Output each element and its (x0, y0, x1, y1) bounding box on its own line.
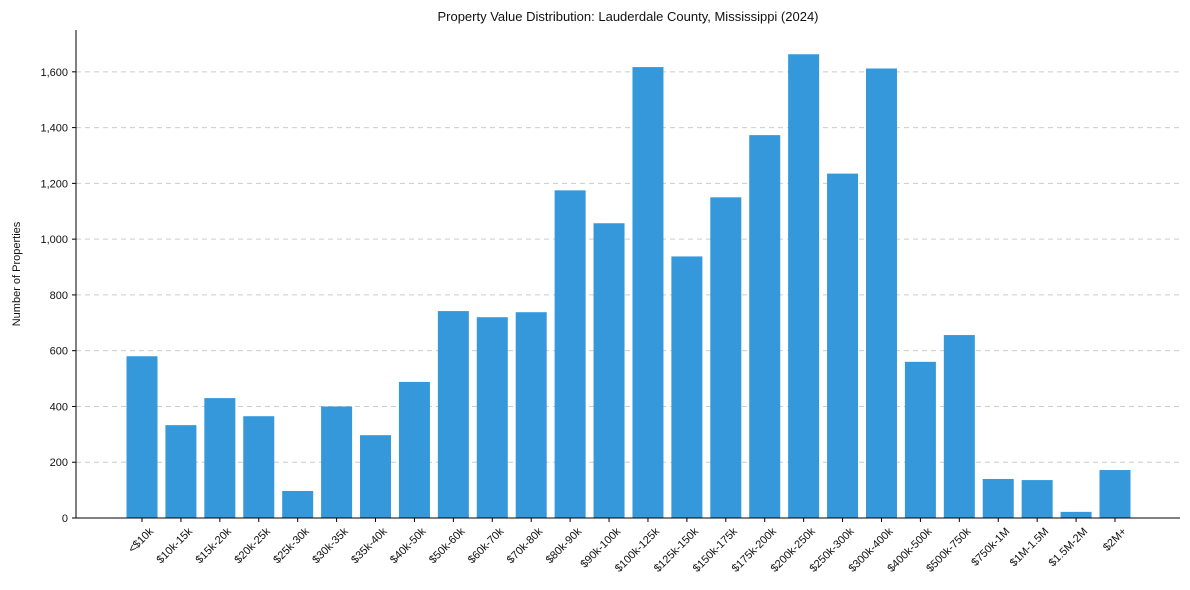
bar (1021, 480, 1053, 518)
x-tick-label: $70k-80k (505, 525, 546, 566)
x-tick-label: $750k-1M (969, 526, 1012, 569)
x-ticks: <$10k$10k-15k$15k-20k$20k-25k$25k-30k$30… (126, 518, 1129, 575)
x-tick-label: $10k-15k (155, 525, 196, 566)
x-tick-label: <$10k (126, 525, 156, 555)
y-tick-label: 1,200 (40, 178, 68, 190)
bar (321, 406, 353, 518)
x-tick-label: $2M+ (1101, 526, 1129, 554)
y-tick-label: 1,600 (40, 67, 68, 79)
chart-title: Property Value Distribution: Lauderdale … (437, 9, 818, 24)
bar (1099, 470, 1131, 518)
bar (943, 335, 975, 518)
x-tick-label: $20k-25k (232, 525, 273, 566)
bar (671, 256, 703, 518)
bar (1060, 511, 1092, 518)
y-ticks: 0 200 400 600 800 1,000 1,200 1,400 1,600 (40, 67, 76, 525)
bar (827, 173, 859, 518)
bar (749, 135, 781, 518)
x-tick-label: $30k-35k (310, 525, 351, 566)
bar (554, 190, 586, 519)
bar (282, 490, 314, 518)
y-tick-label: 1,000 (40, 234, 68, 246)
y-tick-label: 1,400 (40, 123, 68, 135)
x-tick-label: $40k-50k (388, 525, 429, 566)
bar (982, 478, 1014, 518)
y-axis-label: Number of Properties (11, 221, 23, 326)
x-tick-label: $1M-1.5M (1008, 526, 1052, 570)
x-tick-label: $50k-60k (427, 525, 468, 566)
bar (632, 67, 664, 518)
y-tick-label: 800 (50, 290, 68, 302)
x-tick-label: $15k-20k (193, 525, 234, 566)
x-tick-label: $35k-40k (349, 525, 390, 566)
bar (788, 54, 820, 519)
bar (710, 197, 742, 519)
x-tick-label: $60k-70k (466, 525, 507, 566)
x-tick-label: $80k-90k (544, 525, 585, 566)
x-tick-label: $25k-30k (271, 525, 312, 566)
axes (75, 30, 1180, 519)
bars (126, 54, 1131, 519)
y-tick-label: 400 (50, 401, 68, 413)
bar (515, 312, 547, 518)
y-tick-label: 200 (50, 457, 68, 469)
grid-lines (76, 71, 1180, 463)
bar (865, 68, 897, 518)
y-tick-label: 600 (50, 346, 68, 358)
bar (126, 356, 158, 518)
y-tick-label: 0 (62, 513, 68, 525)
bar (593, 223, 625, 519)
bar (437, 311, 469, 518)
bar (904, 361, 936, 518)
bar (360, 435, 392, 518)
bar (204, 398, 236, 518)
bar (476, 317, 508, 518)
bar (243, 416, 275, 518)
x-tick-label: $1.5M-2M (1047, 526, 1091, 570)
bar (398, 381, 430, 518)
bar (165, 425, 197, 518)
